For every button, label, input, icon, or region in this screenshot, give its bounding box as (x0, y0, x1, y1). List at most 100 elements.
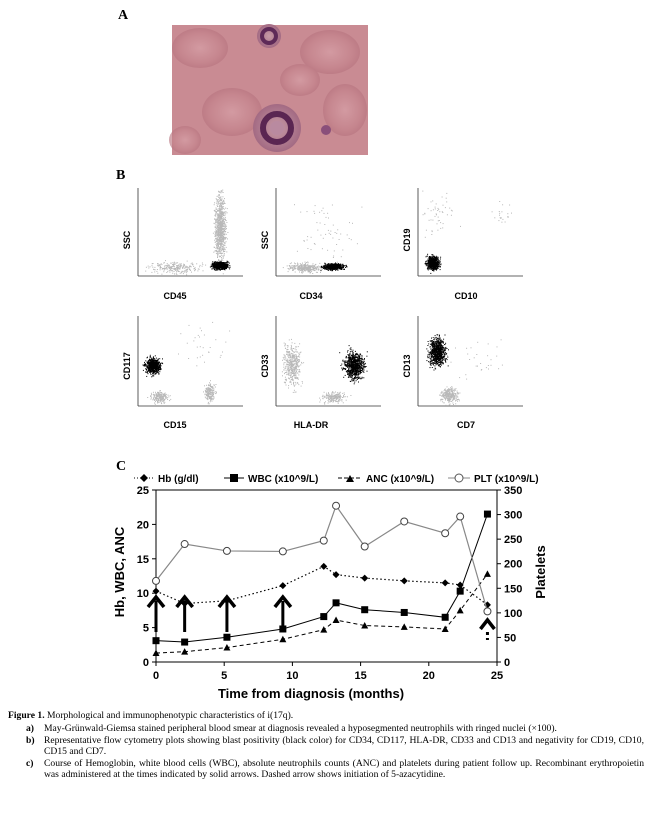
point-anc (361, 622, 369, 629)
point-anc (441, 625, 449, 632)
flow-plot-1 (137, 188, 243, 277)
caption-title: Figure 1. Morphological and immunophenot… (8, 710, 644, 721)
point-anc (279, 635, 287, 643)
point-plt (278, 547, 287, 556)
chart-ylabel-left: Hb, WBC, ANC (112, 526, 127, 617)
point-plt (483, 607, 492, 616)
flow-xlabel-5: HLA-DR (294, 420, 329, 430)
flow-ylabel-4: CD117 (122, 352, 132, 380)
point-anc (456, 606, 464, 614)
point-plt (441, 529, 450, 538)
platelet (321, 125, 331, 135)
legend-anc-marker (346, 475, 354, 482)
ytick-right: 200 (504, 559, 522, 571)
point-wbc (400, 608, 408, 616)
caption-item-a: a) May-Grünwald-Giemsa stained peripheral… (26, 723, 557, 734)
ytick-right: 100 (504, 608, 522, 620)
xtick: 15 (354, 670, 366, 682)
point-wbc (332, 599, 340, 607)
point-wbc (361, 606, 369, 614)
point-plt (332, 501, 341, 510)
legend-hb: Hb (g/dl) (158, 474, 199, 485)
point-wbc (483, 510, 491, 518)
figure-caption: Figure 1. Morphological and immunophenot… (8, 710, 644, 781)
flow-xlabel-3: CD10 (454, 291, 477, 301)
ytick-left: 15 (137, 554, 149, 566)
point-hb (441, 579, 449, 587)
xtick: 10 (286, 670, 298, 682)
flow-plot-2 (275, 188, 381, 277)
series-line-2 (155, 513, 488, 643)
panel-label-c: C (116, 459, 127, 474)
point-plt (360, 542, 369, 551)
caption-figure-number: Figure 1. (8, 710, 45, 721)
point-anc (223, 644, 231, 651)
ytick-right: 0 (504, 657, 510, 669)
xtick: 5 (221, 670, 227, 682)
point-plt (400, 517, 409, 526)
caption-item-b: b) Representative flow cytometry plots sh… (26, 735, 644, 757)
chart-legend: Hb (g/dl) WBC (x10^9/L) ANC (x10^9/L) PL… (134, 473, 539, 485)
point-anc (332, 616, 340, 624)
chart-xlabel: Time from diagnosis (months) (218, 686, 404, 701)
point-wbc (223, 633, 231, 641)
ytick-right: 300 (504, 510, 522, 522)
point-hb (279, 582, 287, 590)
blood-smear-image (169, 24, 368, 155)
ytick-right: 150 (504, 583, 522, 595)
point-plt (456, 512, 465, 521)
flow-plot-3 (417, 188, 523, 277)
flow-xlabel-2: CD34 (299, 291, 322, 301)
point-plt (180, 540, 189, 549)
flow-ylabel-2: SSC (260, 230, 270, 249)
ytick-left: 10 (137, 588, 149, 600)
legend-plt: PLT (x10^9/L) (474, 474, 539, 485)
flow-ylabel-6: CD13 (402, 354, 412, 377)
ytick-right: 350 (504, 485, 522, 497)
flow-xlabel-1: CD45 (163, 291, 186, 301)
flow-ylabel-5: CD33 (260, 354, 270, 377)
point-anc (400, 623, 408, 630)
point-hb (400, 577, 408, 585)
point-hb (152, 587, 160, 595)
ytick-left: 0 (143, 657, 149, 669)
caption-item-c: c) Course of Hemoglobin, white blood cell… (26, 758, 644, 780)
ytick-right: 250 (504, 534, 522, 546)
point-plt (319, 536, 328, 545)
chart-ylabel-right: Platelets (533, 545, 548, 598)
flow-ylabel-3: CD19 (402, 228, 412, 251)
flow-cytometry-plots: SSC CD45 SSC CD34 CD19 CD10 CD117 CD15 C… (122, 188, 523, 430)
ytick-left: 20 (137, 519, 149, 531)
flow-xlabel-6: CD7 (457, 420, 475, 430)
legend-anc: ANC (x10^9/L) (366, 474, 434, 485)
point-anc (181, 648, 189, 655)
flow-plot-4 (137, 316, 243, 407)
ytick-left: 5 (143, 623, 149, 635)
ytick-left: 25 (137, 485, 149, 497)
point-anc (320, 626, 328, 633)
flow-xlabel-4: CD15 (163, 420, 186, 430)
point-plt (152, 576, 160, 585)
point-anc (483, 570, 491, 577)
point-wbc (320, 613, 328, 621)
legend-plt-marker (454, 473, 464, 483)
point-wbc (181, 638, 189, 646)
flow-ylabel-1: SSC (122, 230, 132, 249)
series-line-4 (155, 504, 489, 612)
point-hb (332, 571, 340, 579)
flow-plot-5 (275, 316, 381, 407)
legend-wbc: WBC (x10^9/L) (248, 474, 318, 485)
panel-label-a: A (118, 8, 129, 23)
point-wbc (456, 587, 464, 595)
flow-plot-6 (417, 316, 523, 407)
legend-wbc-marker (230, 474, 238, 482)
caption-title-text: Morphological and immunophenotypic chara… (44, 710, 294, 721)
point-plt (222, 546, 231, 555)
point-anc (152, 649, 160, 657)
xtick: 0 (153, 670, 159, 682)
xtick: 25 (491, 670, 503, 682)
point-wbc (152, 637, 160, 645)
series-line-1 (155, 565, 488, 606)
panel-label-b: B (116, 168, 126, 183)
